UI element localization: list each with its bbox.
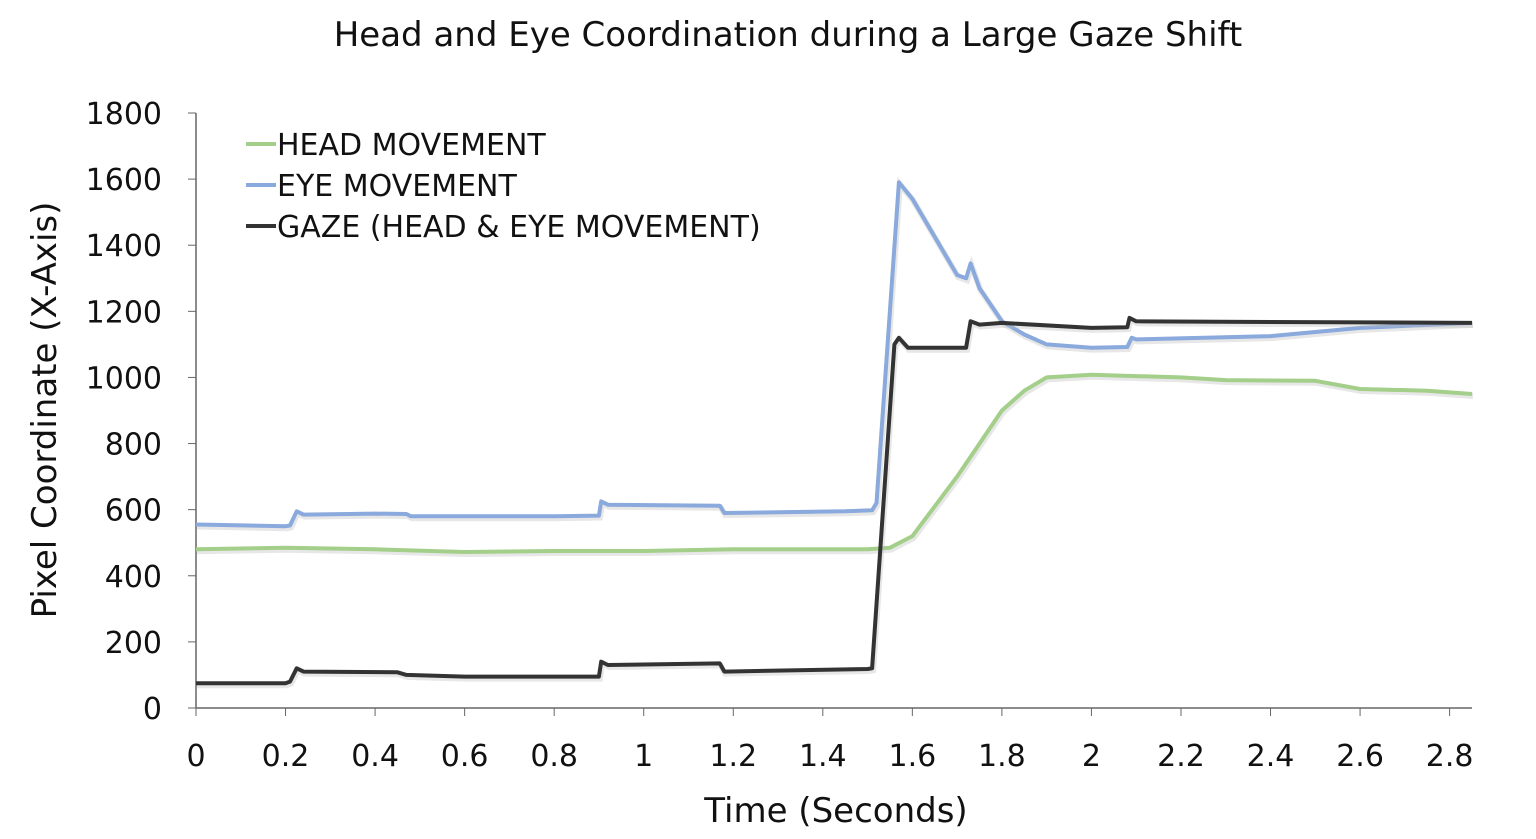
y-tick-label: 400 [105,560,162,595]
x-tick-label: 0 [186,739,205,774]
x-tick-label: 2.4 [1247,739,1295,774]
series-line-2 [196,315,1473,686]
x-tick-label: 2.2 [1157,739,1205,774]
series-shadow [197,315,1474,689]
y-tick-label: 1000 [86,361,162,396]
legend: HEAD MOVEMENT EYE MOVEMENT GAZE (HEAD & EY… [246,128,761,245]
x-tick-label: 2.6 [1336,739,1384,774]
x-tick-label: 2 [1082,739,1101,774]
chart-title: Head and Eye Coordination during a Large… [334,15,1243,55]
x-tick-label: 2.8 [1426,739,1474,774]
series-line-0 [195,372,1473,554]
x-tick-label: 0.2 [262,739,310,774]
y-tick-label: 800 [105,428,162,463]
legend-label: HEAD MOVEMENT [277,128,546,163]
y-tick-label: 200 [105,626,162,661]
y-tick-label: 1600 [86,163,162,198]
y-axis-label: Pixel Coordinate (X-Axis) [25,202,65,619]
y-tick-label: 0 [143,692,162,727]
y-tick-label: 1400 [86,229,162,264]
series-shadow [196,373,1474,558]
axes: 0 0.2 0.4 0.6 0.8 1 1.2 1.4 1.6 1.8 2 2.2 2.4 2.6 2.8 0… [86,97,1474,774]
y-tick-label: 1200 [86,295,162,330]
x-tick-label: 1 [634,739,653,774]
series-line-1 [195,180,1473,529]
x-tick-label: 1.2 [709,739,757,774]
legend-label: EYE MOVEMENT [277,169,517,204]
x-tick-label: 1.4 [799,739,847,774]
x-tick-label: 0.8 [530,739,578,774]
legend-label: GAZE (HEAD & EYE MOVEMENT) [277,210,761,245]
x-tick-label: 1.8 [978,739,1026,774]
x-axis-label: Time (Seconds) [703,791,967,831]
y-tick-label: 1800 [86,97,162,132]
series-lines [195,176,1474,689]
y-tick-label: 600 [105,494,162,529]
x-tick-label: 0.4 [351,739,399,774]
x-tick-label: 1.6 [888,739,936,774]
x-tick-label: 0.6 [441,739,489,774]
